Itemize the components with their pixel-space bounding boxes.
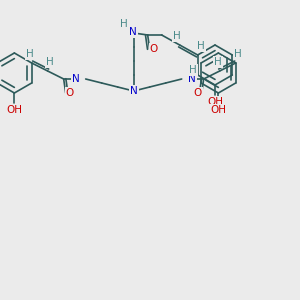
Text: N: N: [72, 74, 80, 84]
Text: N: N: [129, 27, 136, 37]
Text: OH: OH: [210, 105, 226, 115]
Text: H: H: [120, 19, 128, 29]
Text: H: H: [173, 31, 181, 41]
Text: OH: OH: [207, 97, 223, 107]
Text: O: O: [194, 88, 202, 98]
Text: O: O: [150, 44, 158, 54]
Text: N: N: [188, 74, 196, 84]
Text: H: H: [214, 57, 222, 67]
Text: H: H: [197, 41, 205, 51]
Text: H: H: [46, 57, 54, 67]
Text: N: N: [130, 86, 138, 96]
Text: O: O: [66, 88, 74, 98]
Text: OH: OH: [6, 105, 22, 115]
Text: H: H: [234, 49, 242, 59]
Text: H: H: [26, 49, 34, 59]
Text: H: H: [189, 65, 196, 75]
